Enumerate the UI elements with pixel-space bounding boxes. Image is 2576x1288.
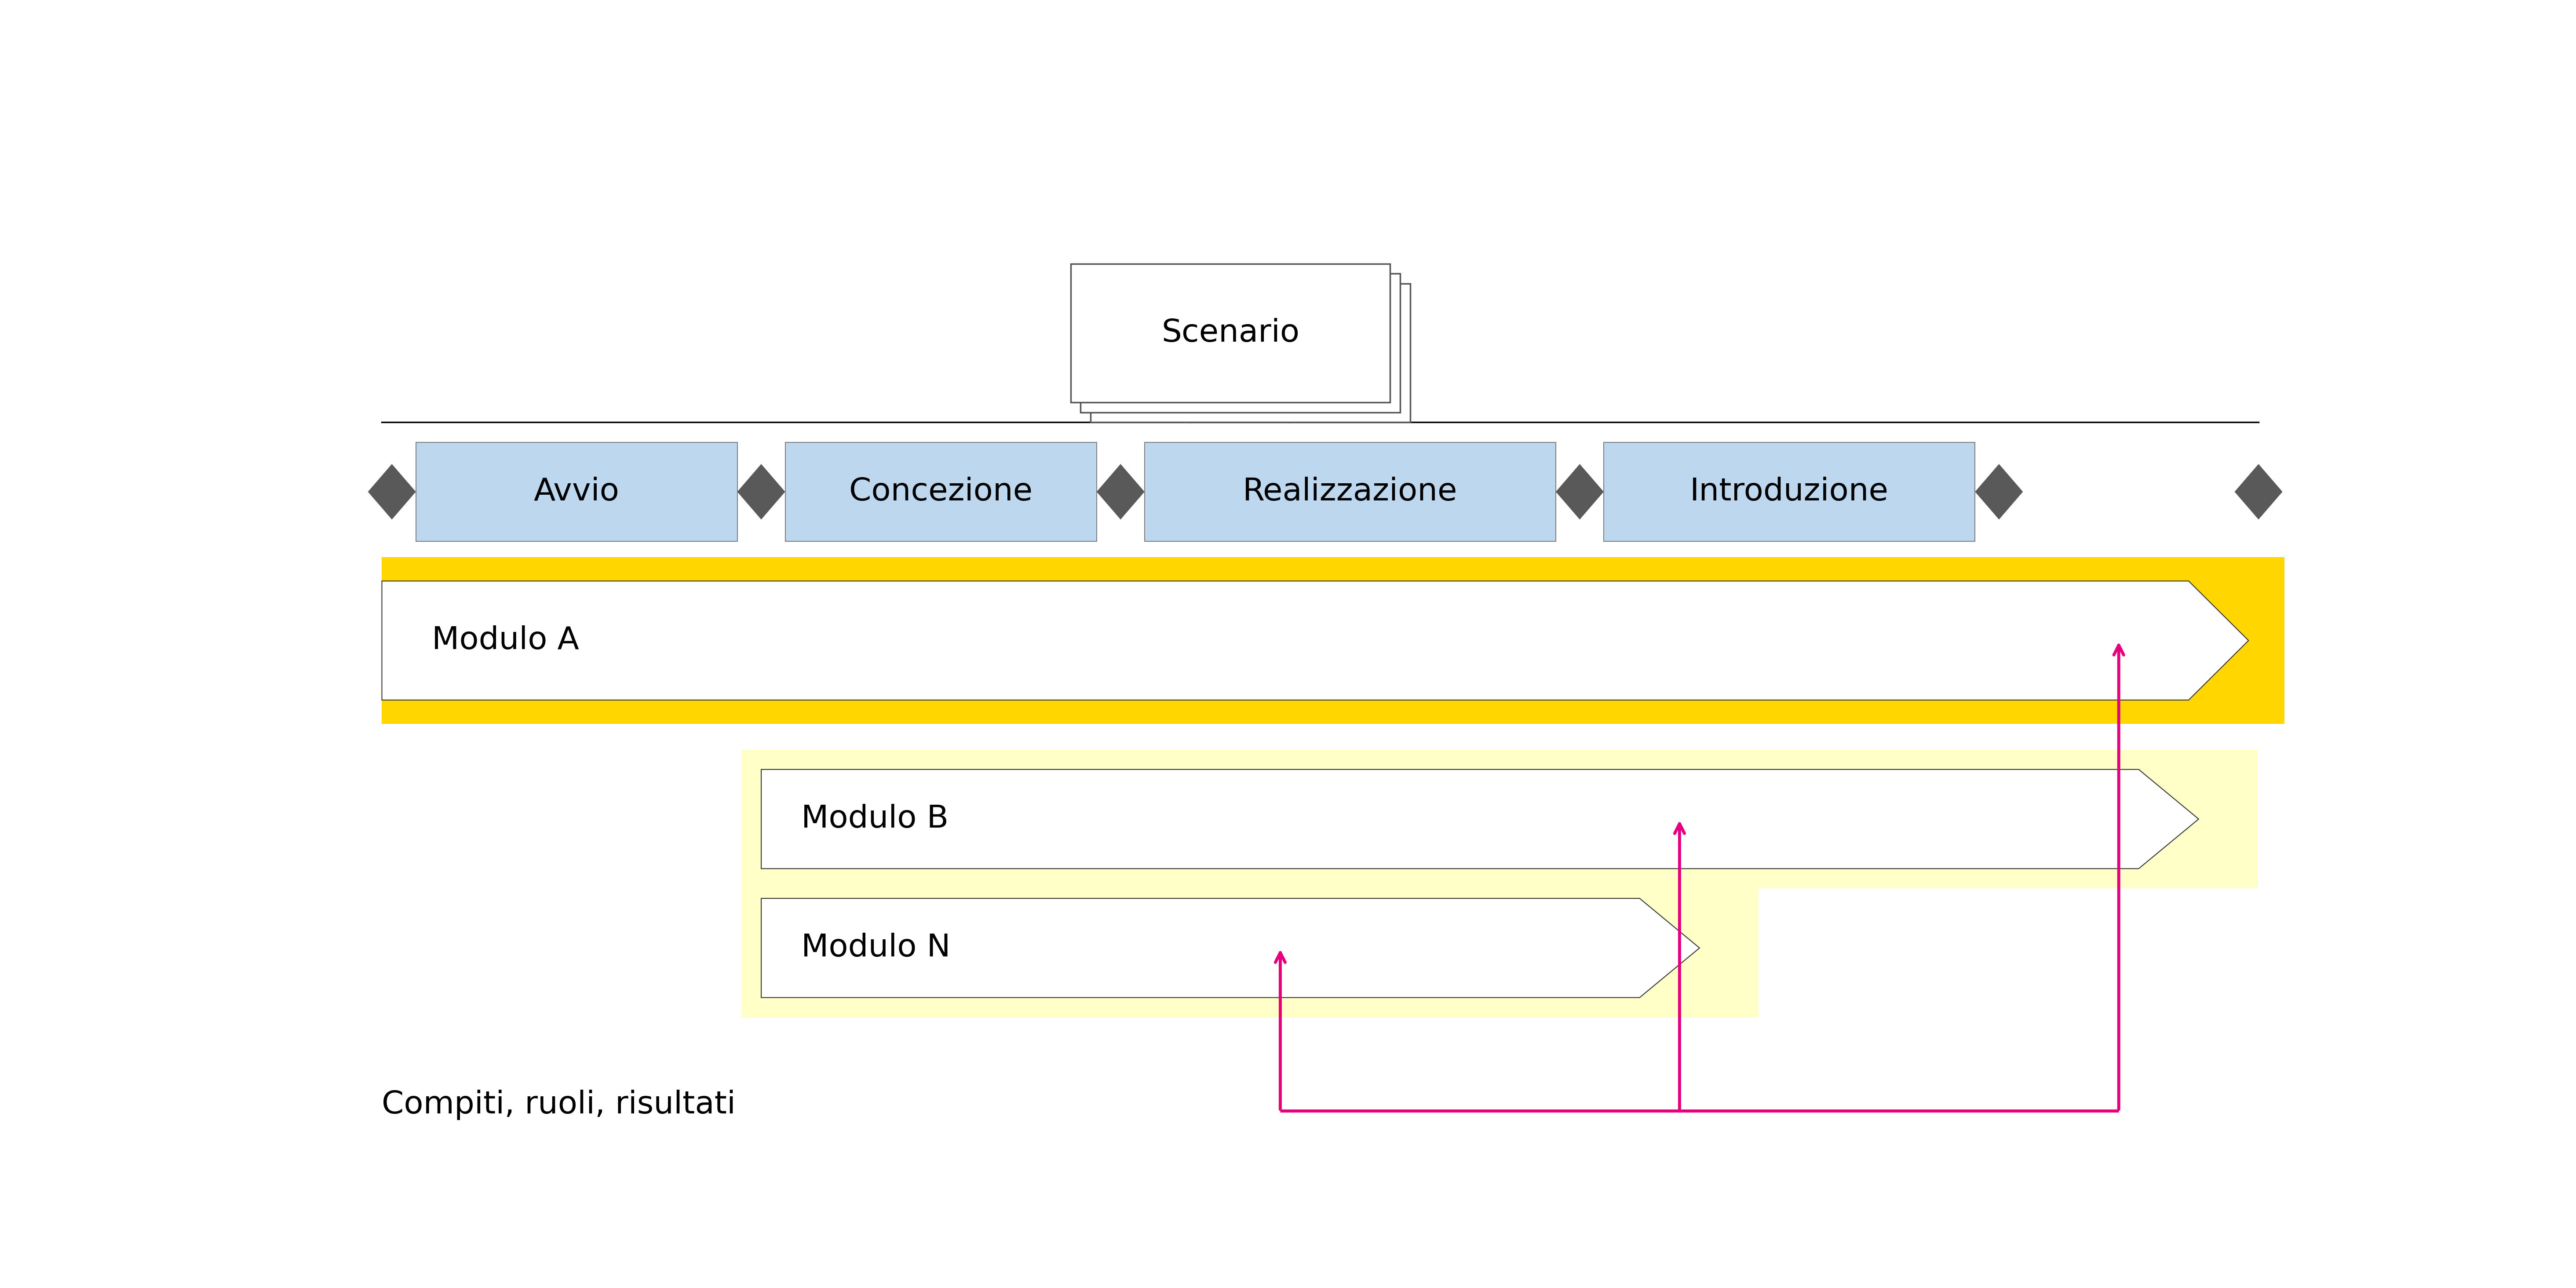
FancyBboxPatch shape <box>786 442 1097 541</box>
FancyBboxPatch shape <box>742 878 1759 1018</box>
Polygon shape <box>1097 464 1144 519</box>
Polygon shape <box>1976 464 2022 519</box>
Polygon shape <box>1556 464 1605 519</box>
FancyBboxPatch shape <box>1090 283 1409 422</box>
FancyBboxPatch shape <box>742 750 2257 889</box>
Text: Modulo N: Modulo N <box>801 933 951 963</box>
FancyBboxPatch shape <box>1072 264 1391 402</box>
FancyBboxPatch shape <box>415 442 737 541</box>
Polygon shape <box>737 464 786 519</box>
Text: Realizzazione: Realizzazione <box>1242 477 1458 507</box>
Polygon shape <box>762 899 1700 997</box>
FancyBboxPatch shape <box>1605 442 1976 541</box>
Polygon shape <box>2233 464 2282 519</box>
FancyBboxPatch shape <box>1144 442 1556 541</box>
Text: Modulo B: Modulo B <box>801 804 948 835</box>
Text: Introduzione: Introduzione <box>1690 477 1888 507</box>
Text: Scenario: Scenario <box>1162 318 1298 348</box>
Text: Modulo A: Modulo A <box>433 626 580 656</box>
Polygon shape <box>762 769 2200 868</box>
FancyBboxPatch shape <box>1079 273 1401 412</box>
Text: Avvio: Avvio <box>533 477 618 507</box>
Text: Compiti, ruoli, risultati: Compiti, ruoli, risultati <box>381 1090 737 1119</box>
Polygon shape <box>368 464 415 519</box>
Text: Concezione: Concezione <box>850 477 1033 507</box>
FancyBboxPatch shape <box>381 558 2285 724</box>
Polygon shape <box>381 581 2249 701</box>
